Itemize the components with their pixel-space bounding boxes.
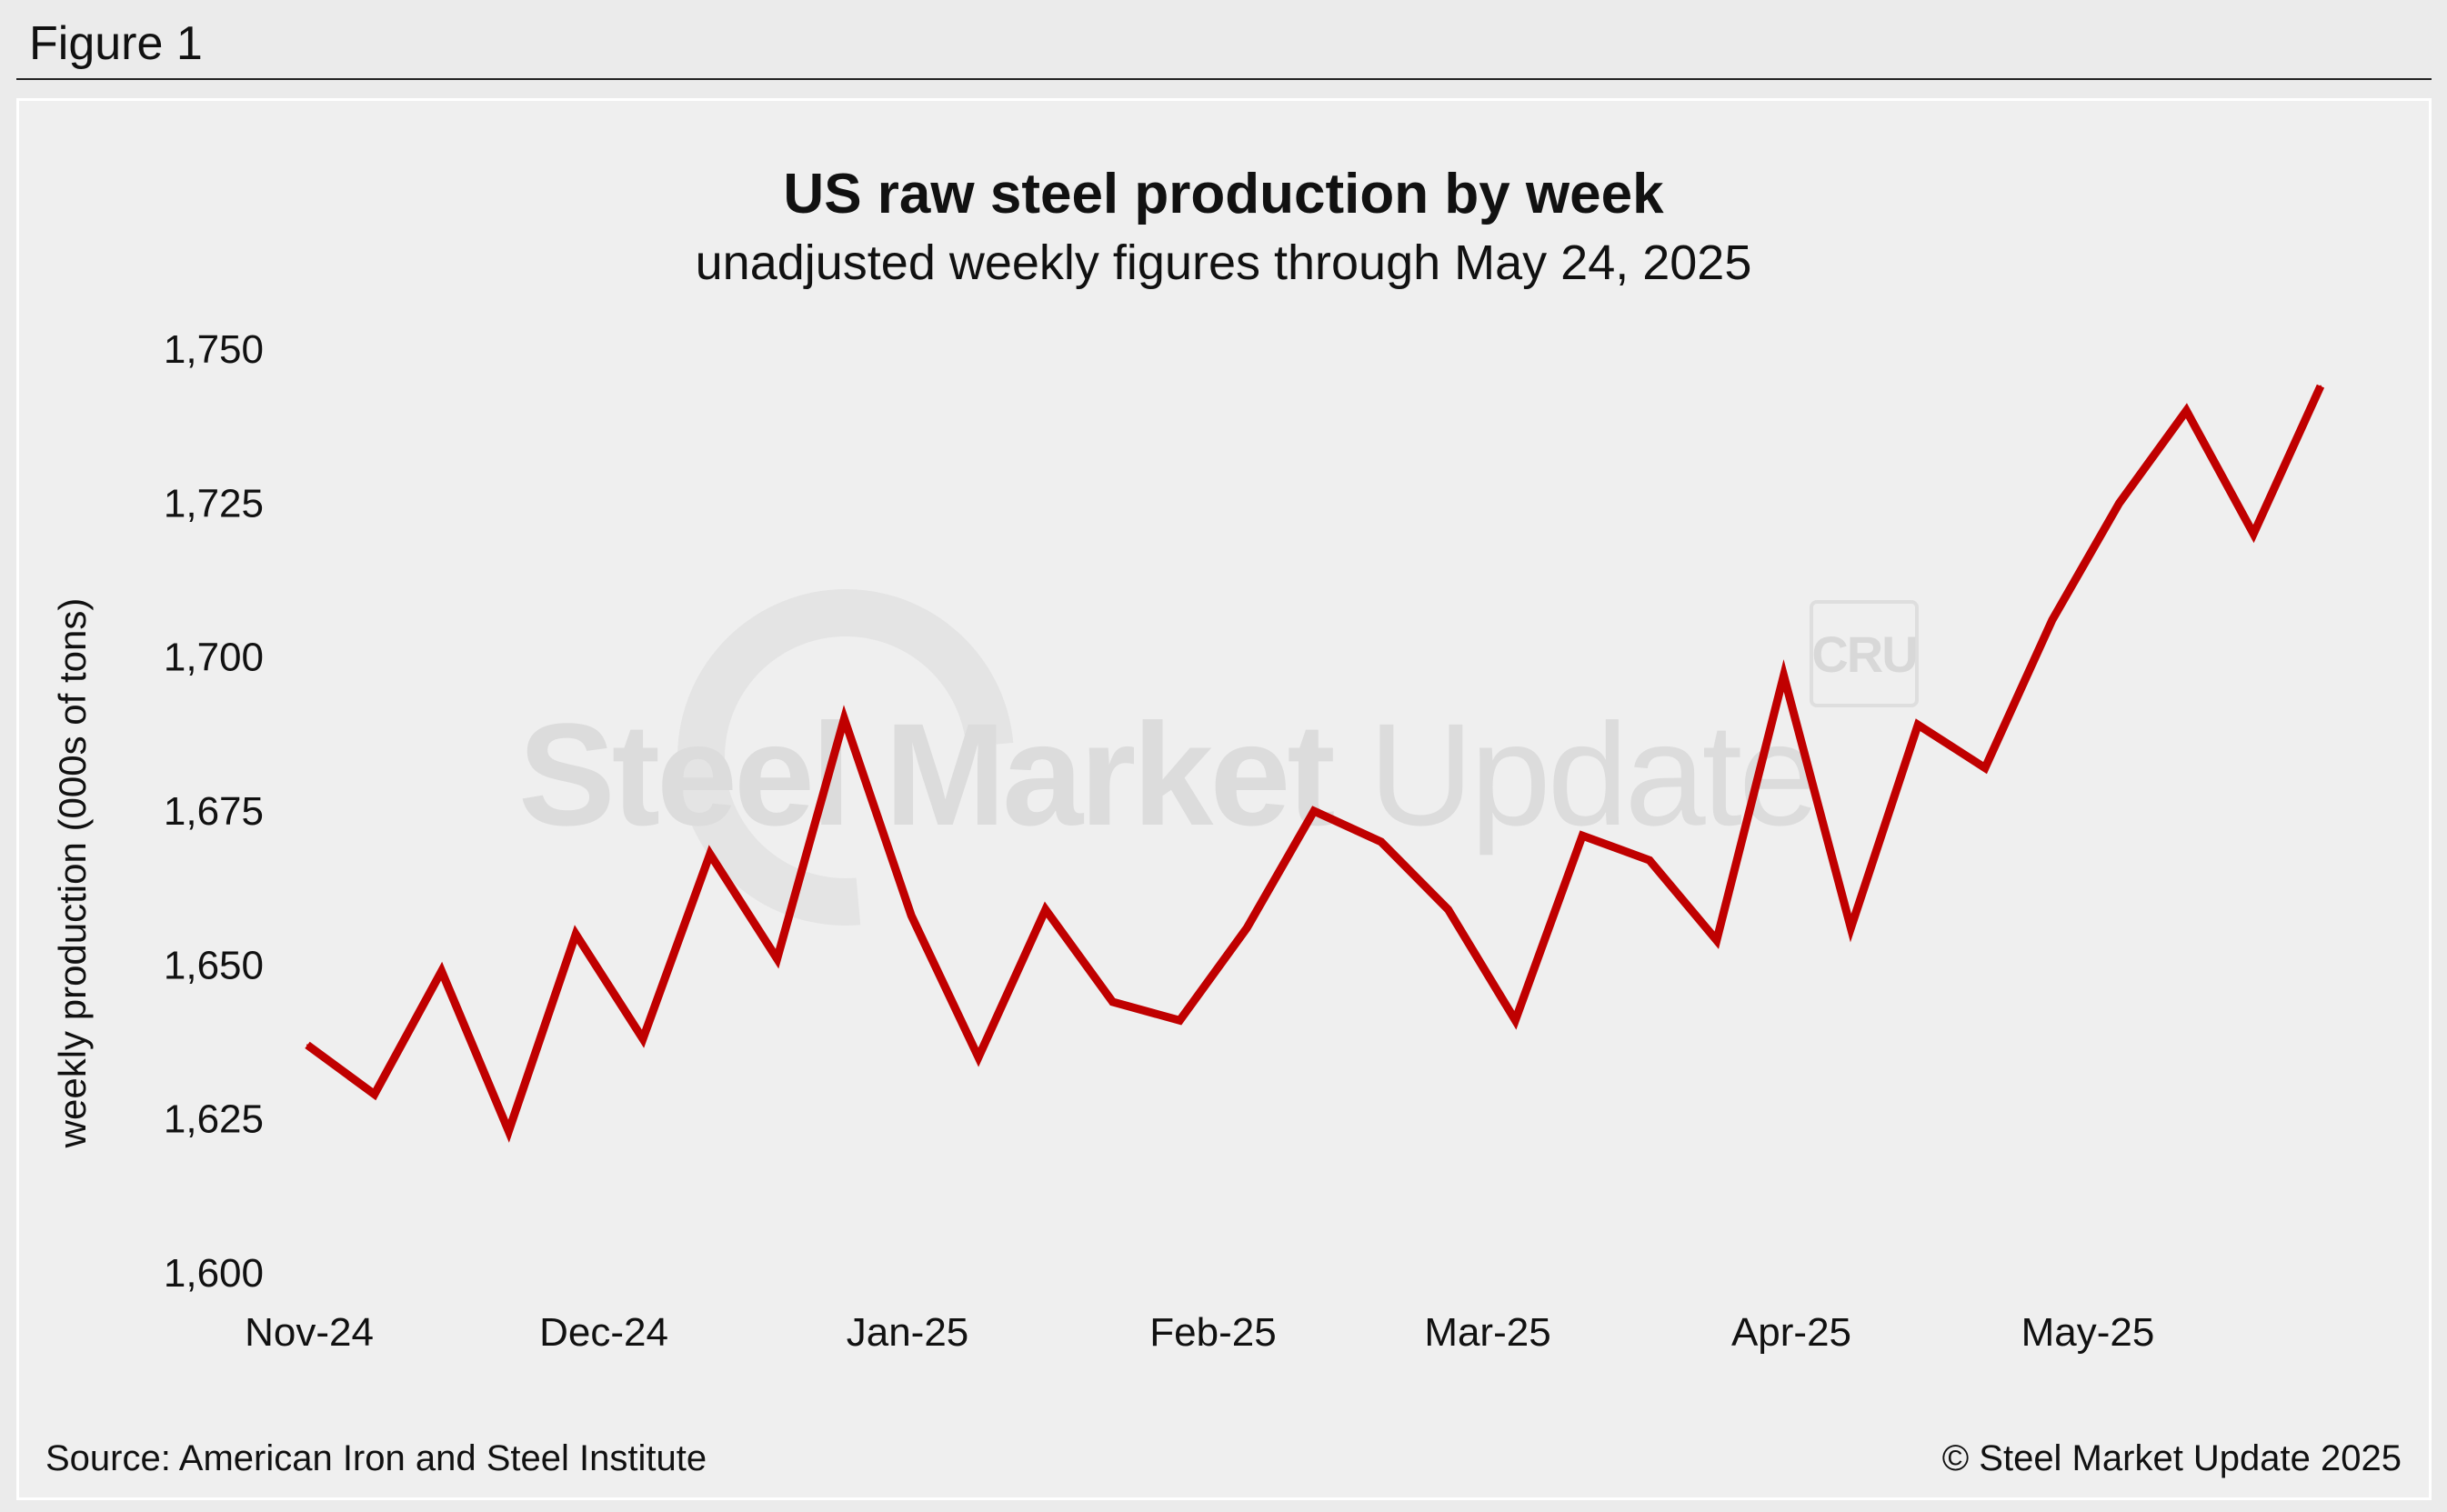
data-point	[1715, 939, 1718, 942]
chart-title: US raw steel production by week	[783, 163, 1664, 225]
figure-divider	[16, 78, 2432, 80]
data-point	[507, 1130, 510, 1133]
y-tick-label: 1,700	[164, 636, 264, 680]
data-point	[1850, 926, 1852, 929]
chart-panel	[16, 98, 2432, 1500]
y-tick-label: 1,725	[164, 481, 264, 526]
data-point	[1313, 810, 1315, 812]
watermark-logo: CRU	[1810, 600, 1919, 707]
data-point	[2185, 409, 2188, 412]
data-point	[440, 970, 443, 973]
data-point	[978, 1056, 979, 1058]
data-point	[843, 717, 846, 720]
data-point	[1514, 1019, 1517, 1022]
data-point	[306, 1044, 308, 1046]
data-point	[1984, 766, 1986, 769]
y-tick-label: 1,600	[164, 1251, 264, 1296]
data-point	[2118, 502, 2121, 505]
data-point	[642, 1037, 644, 1040]
x-tick-label: Mar-25	[1424, 1310, 1550, 1355]
data-point	[1379, 840, 1382, 843]
data-point	[1581, 835, 1584, 837]
x-tick-label: May-25	[2021, 1310, 2155, 1355]
y-tick-label: 1,675	[164, 789, 264, 834]
x-tick-label: Apr-25	[1731, 1310, 1851, 1355]
y-tick-label: 1,650	[164, 943, 264, 987]
y-tick-label: 1,750	[164, 327, 264, 372]
data-point	[1782, 675, 1785, 676]
series-line	[305, 384, 2325, 1143]
x-tick-label: Jan-25	[847, 1310, 969, 1355]
data-point	[776, 957, 778, 960]
x-tick-label: Dec-24	[539, 1310, 668, 1355]
data-point	[2320, 385, 2322, 387]
x-tick-label: Nov-24	[245, 1310, 374, 1355]
copyright-note: © Steel Market Update 2025	[1941, 1438, 2402, 1478]
data-point	[1649, 859, 1650, 862]
data-point	[1111, 1001, 1114, 1003]
data-point	[1917, 724, 1920, 726]
watermark-bold-text: Steel Market	[518, 693, 1336, 856]
x-tick-label: Feb-25	[1149, 1310, 1276, 1355]
data-point	[575, 933, 577, 936]
data-point	[2252, 533, 2255, 536]
figure-label: Figure 1	[29, 17, 203, 70]
data-point	[910, 915, 913, 917]
y-tick-label: 1,625	[164, 1097, 264, 1142]
chart-subtitle: unadjusted weekly figures through May 24…	[695, 235, 1752, 290]
data-point	[1178, 1019, 1181, 1022]
data-point	[1044, 908, 1047, 911]
data-point	[1447, 908, 1449, 911]
data-point	[2051, 619, 2053, 621]
data-point	[373, 1093, 376, 1096]
data-point	[1246, 926, 1249, 929]
data-point	[708, 853, 711, 856]
source-note: Source: American Iron and Steel Institut…	[45, 1438, 707, 1478]
